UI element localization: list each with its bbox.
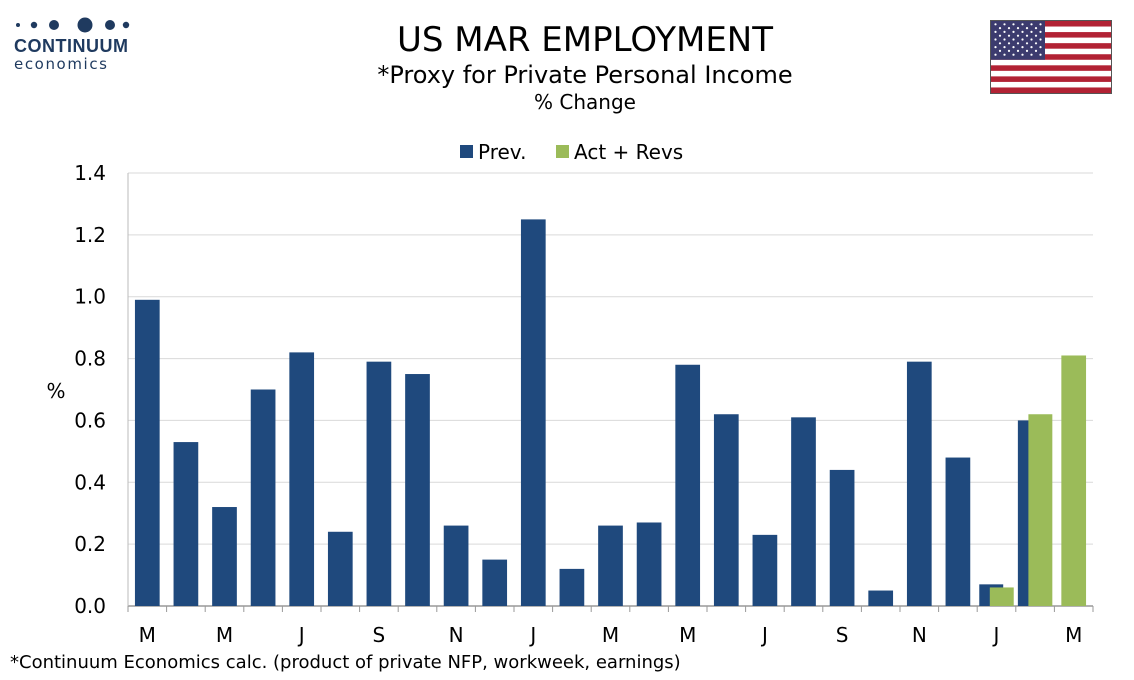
bar-prev bbox=[134, 299, 160, 606]
bar-prev bbox=[752, 534, 778, 606]
bar-chart: 0.0 0.2 0.4 0.6 0.8 1.0 1.2 1.4% M M J S N J M M J S N J M Pr… bbox=[46, 140, 1094, 647]
bar-prev bbox=[675, 364, 701, 606]
bar-prev bbox=[791, 417, 816, 606]
y-tick-label: 1.4 bbox=[74, 161, 106, 185]
y-axis-label: % bbox=[46, 379, 65, 403]
bar-prev bbox=[868, 590, 894, 606]
chart-title: US MAR EMPLOYMENT bbox=[396, 20, 774, 60]
legend-label-prev: Prev. bbox=[478, 140, 526, 164]
bar-prev bbox=[520, 219, 546, 606]
bar-prev bbox=[906, 361, 932, 606]
bar-prev bbox=[443, 525, 469, 606]
bar-prev bbox=[405, 374, 430, 606]
y-tick-label: 0.4 bbox=[74, 470, 106, 494]
x-tick-label: N bbox=[912, 623, 927, 647]
bar-prev bbox=[250, 389, 276, 606]
chart-unit-line: % Change bbox=[534, 90, 636, 114]
chart-header: US MAR EMPLOYMENT *Proxy for Private Per… bbox=[0, 20, 1134, 114]
bar-act-revs bbox=[1061, 355, 1087, 606]
y-tick-label: 1.0 bbox=[74, 285, 106, 309]
bar-act-revs bbox=[1028, 414, 1053, 606]
y-tick-label: 0.6 bbox=[74, 408, 106, 432]
bar-prev bbox=[289, 352, 315, 606]
bar-prev bbox=[945, 457, 971, 606]
x-tick-label: N bbox=[449, 623, 464, 647]
y-tick-label: 0.2 bbox=[74, 532, 106, 556]
continuum-logo: CONTINUUM economics bbox=[14, 14, 134, 72]
bar-prev bbox=[327, 531, 353, 606]
legend-label-act-revs: Act + Revs bbox=[574, 140, 683, 164]
logo-dots-icon bbox=[16, 17, 130, 33]
legend-swatch-act-revs bbox=[556, 145, 569, 158]
legend: Prev. Act + Revs bbox=[460, 140, 683, 164]
bar-prev bbox=[559, 568, 585, 606]
x-tick-label: M bbox=[1065, 623, 1082, 647]
bar-prev bbox=[212, 507, 237, 606]
bar-prev bbox=[713, 414, 739, 606]
x-tick-label: J bbox=[992, 623, 1000, 647]
x-tick-label: J bbox=[297, 623, 305, 647]
y-tick-label: 0.0 bbox=[74, 594, 106, 618]
x-tick-label: S bbox=[836, 623, 849, 647]
y-tick-label: 0.8 bbox=[74, 347, 106, 371]
us-flag-icon bbox=[990, 20, 1112, 94]
x-tick-label: M bbox=[216, 623, 233, 647]
logo-name: CONTINUUM bbox=[14, 36, 129, 56]
bar-prev bbox=[482, 559, 508, 606]
bar-prev bbox=[173, 442, 199, 606]
bar-prev bbox=[366, 361, 392, 606]
bar-prev bbox=[829, 469, 855, 606]
footnote: *Continuum Economics calc. (product of p… bbox=[10, 652, 681, 673]
y-tick-label: 1.2 bbox=[74, 223, 106, 247]
chart-subtitle: *Proxy for Private Personal Income bbox=[377, 61, 793, 89]
logo-sub: economics bbox=[14, 55, 109, 73]
bar-prev bbox=[636, 522, 662, 606]
x-tick-label: M bbox=[679, 623, 696, 647]
x-tick-label: J bbox=[760, 623, 768, 647]
x-tick-label: S bbox=[373, 623, 386, 647]
bar-prev bbox=[598, 525, 623, 606]
x-tick-label: M bbox=[602, 623, 619, 647]
x-tick-label: J bbox=[528, 623, 536, 647]
legend-swatch-prev bbox=[460, 145, 473, 158]
bar-act-revs bbox=[989, 587, 1014, 606]
x-tick-label: M bbox=[139, 623, 156, 647]
